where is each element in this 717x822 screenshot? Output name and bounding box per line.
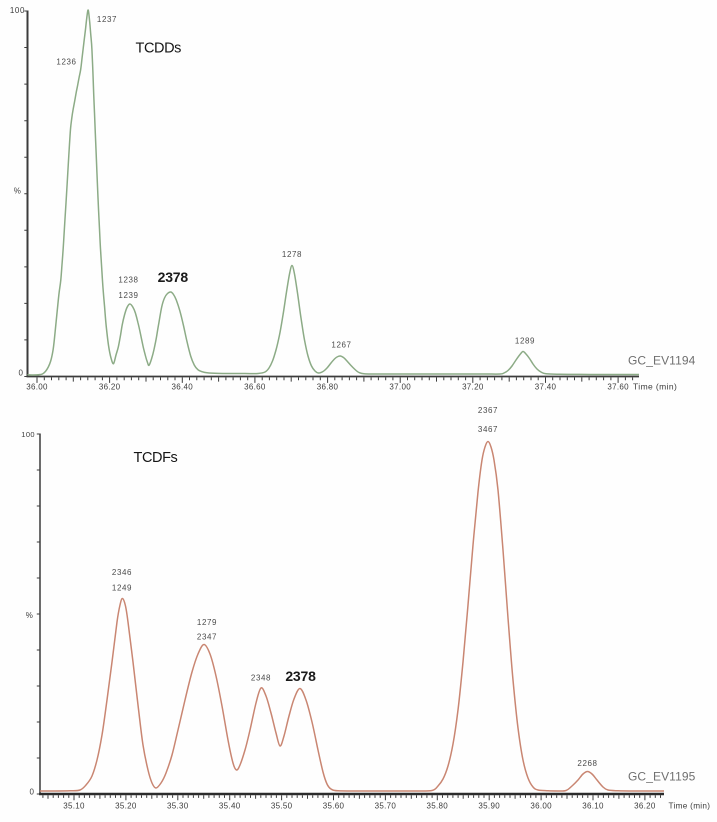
- svg-text:36.80: 36.80: [317, 383, 339, 392]
- svg-text:36.40: 36.40: [172, 383, 194, 392]
- svg-text:0: 0: [18, 369, 23, 378]
- svg-text:1289: 1289: [515, 337, 535, 346]
- svg-text:TCDDs: TCDDs: [136, 41, 182, 57]
- svg-text:35.60: 35.60: [323, 801, 345, 810]
- svg-text:0: 0: [29, 788, 34, 797]
- svg-text:%: %: [14, 187, 22, 196]
- svg-text:35.40: 35.40: [219, 801, 241, 810]
- svg-text:100: 100: [10, 6, 25, 15]
- svg-text:1239: 1239: [118, 291, 138, 300]
- svg-text:2348: 2348: [251, 674, 271, 683]
- svg-text:36.00: 36.00: [530, 801, 552, 810]
- svg-text:35.80: 35.80: [427, 801, 449, 810]
- svg-text:1236: 1236: [56, 58, 76, 67]
- svg-text:2268: 2268: [577, 759, 597, 768]
- svg-text:2346: 2346: [112, 568, 132, 577]
- svg-text:%: %: [26, 611, 34, 620]
- svg-text:37.00: 37.00: [389, 383, 411, 392]
- svg-text:36.20: 36.20: [634, 801, 656, 810]
- svg-text:36.10: 36.10: [582, 801, 604, 810]
- svg-text:TCDFs: TCDFs: [134, 450, 178, 466]
- svg-text:37.20: 37.20: [462, 383, 484, 392]
- svg-text:36.60: 36.60: [244, 383, 266, 392]
- svg-text:3467: 3467: [478, 425, 498, 434]
- svg-text:2367: 2367: [478, 406, 498, 415]
- svg-text:1237: 1237: [97, 15, 117, 24]
- svg-text:1249: 1249: [112, 584, 132, 593]
- svg-text:35.30: 35.30: [167, 801, 189, 810]
- svg-text:36.20: 36.20: [99, 383, 121, 392]
- svg-text:37.40: 37.40: [535, 383, 557, 392]
- svg-text:100: 100: [21, 430, 35, 439]
- svg-text:2347: 2347: [197, 633, 217, 642]
- svg-text:Time (min): Time (min): [669, 801, 711, 810]
- svg-text:2378: 2378: [158, 269, 189, 285]
- svg-text:37.60: 37.60: [607, 383, 629, 392]
- svg-text:35.70: 35.70: [375, 801, 397, 810]
- svg-text:35.10: 35.10: [63, 801, 85, 810]
- svg-text:GC_EV1195: GC_EV1195: [628, 770, 696, 784]
- svg-text:35.90: 35.90: [478, 801, 500, 810]
- svg-text:1267: 1267: [331, 341, 351, 350]
- svg-text:1279: 1279: [197, 618, 217, 627]
- svg-text:36.00: 36.00: [26, 383, 48, 392]
- svg-text:GC_EV1194: GC_EV1194: [628, 354, 696, 368]
- svg-text:35.20: 35.20: [115, 801, 137, 810]
- svg-text:1278: 1278: [282, 250, 302, 259]
- svg-text:1238: 1238: [118, 276, 138, 285]
- svg-text:2378: 2378: [285, 668, 316, 684]
- svg-text:Time (min): Time (min): [633, 382, 677, 392]
- svg-text:35.50: 35.50: [271, 801, 293, 810]
